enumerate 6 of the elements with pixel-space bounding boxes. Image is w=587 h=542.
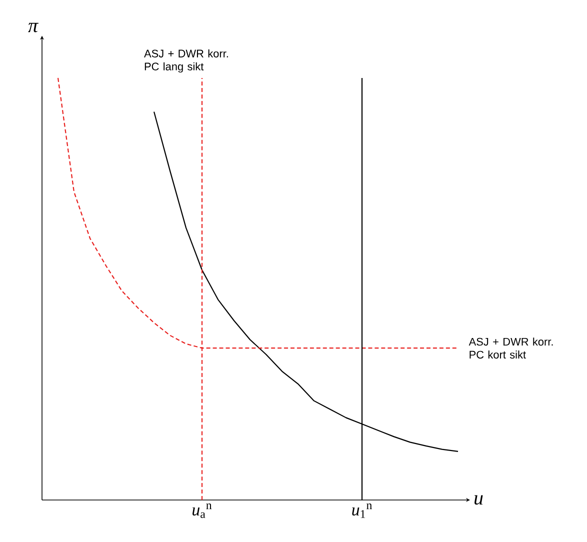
x-axis-title: u bbox=[474, 495, 483, 505]
ref-line-label: ASJ + DWR korr. PC lang sikt bbox=[144, 49, 228, 73]
x-tick-label: u$_{1}$n bbox=[352, 503, 372, 518]
x-tick-label: u$_{a}$n bbox=[192, 503, 212, 518]
series-label: ASJ + DWR korr. PC kort sikt bbox=[468, 338, 553, 359]
y-axis-title: π bbox=[28, 22, 38, 32]
